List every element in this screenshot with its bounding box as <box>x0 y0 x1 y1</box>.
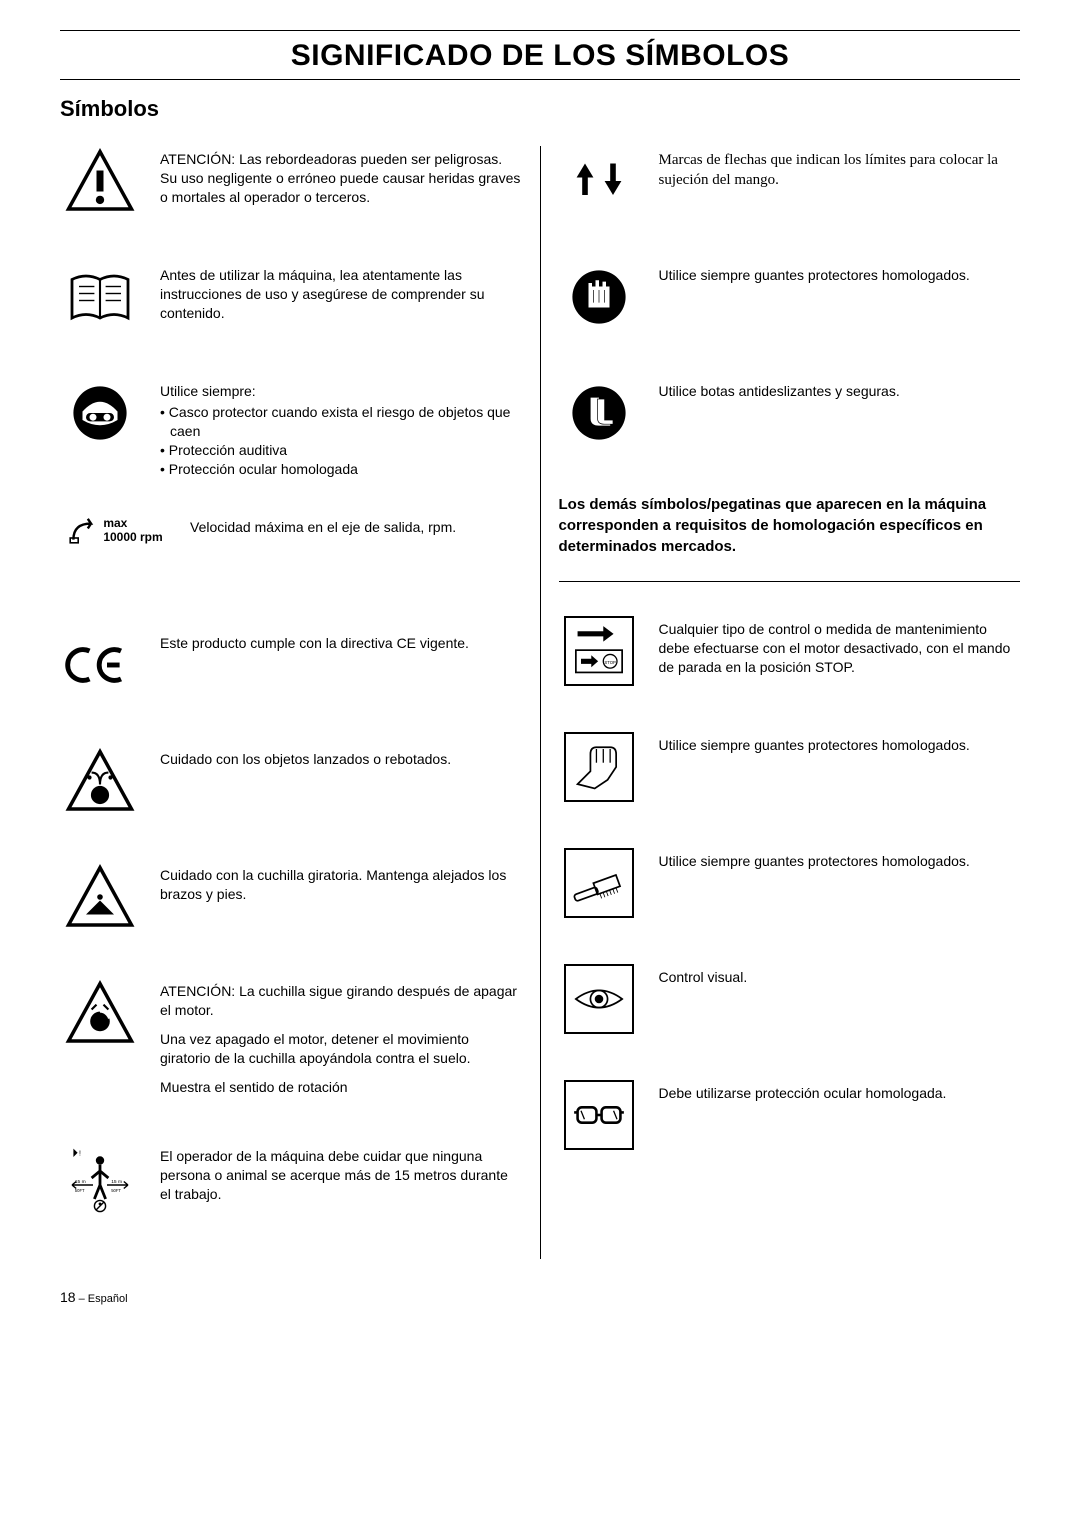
distance-15m-icon: ! 15 m 15 m 50FT 50FT <box>60 1143 140 1213</box>
symbol-text: Cualquier tipo de control o medida de ma… <box>659 616 1021 677</box>
symbol-text: Velocidad máxima en el eje de salida, rp… <box>190 514 456 537</box>
symbol-row: ! 15 m 15 m 50FT 50FT El operador de la máqu… <box>60 1143 522 1223</box>
symbol-text: Utilice siempre guantes protectores homo… <box>659 262 970 285</box>
rpm-icon: max 10000 rpm <box>60 514 170 546</box>
bullet-item: Protección ocular homologada <box>160 460 522 479</box>
bullet-item: Casco protector cuando exista el riesgo … <box>160 403 522 441</box>
bold-note: Los demás símbolos/pegatinas que aparece… <box>559 494 1021 557</box>
page-title: SIGNIFICADO DE LOS SÍMBOLOS <box>60 39 1020 80</box>
footer-language: – Español <box>76 1293 128 1305</box>
symbol-row: Cuidado con los objetos lanzados o rebot… <box>60 746 522 826</box>
intro-text: Utilice siempre: <box>160 382 522 401</box>
svg-text:!: ! <box>79 1151 81 1158</box>
manual-book-icon <box>60 262 140 332</box>
para: Muestra el sentido de rotación <box>160 1078 522 1097</box>
symbol-row: ATENCIÓN: La cuchilla sigue girando desp… <box>60 978 522 1106</box>
svg-text:STOP: STOP <box>604 660 616 665</box>
para: Una vez apagado el motor, detener el mov… <box>160 1030 522 1068</box>
para: ATENCIÓN: La cuchilla sigue girando desp… <box>160 982 522 1020</box>
right-column: Marcas de flechas que indican los límite… <box>540 146 1021 1259</box>
symbol-row: Utilice siempre guantes protectores homo… <box>559 262 1021 342</box>
rpm-value-label: 10000 rpm <box>103 530 162 544</box>
rpm-max-label: max <box>103 516 162 530</box>
symbol-text: Utilice siempre guantes protectores homo… <box>659 848 970 871</box>
symbol-row: Utilice botas antideslizantes y seguras. <box>559 378 1021 458</box>
content-columns: ATENCIÓN: Las rebordeadoras pueden ser p… <box>60 146 1020 1259</box>
glove-hand-icon <box>559 732 639 802</box>
blade-after-off-icon <box>60 978 140 1048</box>
arrows-up-down-icon <box>559 146 639 216</box>
symbol-row: Utilice siempre guantes protectores homo… <box>559 848 1021 928</box>
gloves-circle-icon <box>559 262 639 332</box>
page-number: 18 <box>60 1289 76 1305</box>
svg-text:15 m: 15 m <box>111 1179 122 1185</box>
goggles-icon <box>559 1080 639 1150</box>
bullet-item: Protección auditiva <box>160 441 522 460</box>
divider <box>559 581 1021 582</box>
boots-circle-icon <box>559 378 639 448</box>
eye-icon <box>559 964 639 1034</box>
symbol-text: Utilice botas antideslizantes y seguras. <box>659 378 900 401</box>
symbol-text: Marcas de flechas que indican los límite… <box>659 146 1021 191</box>
symbol-text: Debe utilizarse protección ocular homolo… <box>659 1080 947 1103</box>
symbol-row: ATENCIÓN: Las rebordeadoras pueden ser p… <box>60 146 522 226</box>
symbol-text: El operador de la máquina debe cuidar qu… <box>160 1143 522 1204</box>
symbol-row: Marcas de flechas que indican los límite… <box>559 146 1021 226</box>
warning-triangle-icon <box>60 146 140 216</box>
bullet-list: Casco protector cuando exista el riesgo … <box>160 403 522 479</box>
symbol-text: Este producto cumple con la directiva CE… <box>160 630 469 653</box>
svg-text:50FT: 50FT <box>75 1188 85 1193</box>
stop-control-icon: STOP <box>559 616 639 686</box>
rotating-blade-icon <box>60 862 140 932</box>
symbol-text: Utilice siempre: Casco protector cuando … <box>160 378 522 478</box>
symbol-text: Cuidado con los objetos lanzados o rebot… <box>160 746 451 769</box>
page-subtitle: Símbolos <box>60 96 1020 122</box>
symbol-text: ATENCIÓN: La cuchilla sigue girando desp… <box>160 978 522 1106</box>
symbol-row: Antes de utilizar la máquina, lea atenta… <box>60 262 522 342</box>
brush-icon <box>559 848 639 918</box>
symbol-row: Utilice siempre guantes protectores homo… <box>559 732 1021 812</box>
symbol-row: Utilice siempre: Casco protector cuando … <box>60 378 522 478</box>
symbol-text: Antes de utilizar la máquina, lea atenta… <box>160 262 522 323</box>
symbol-row: STOP Cualquier tipo de control o medida … <box>559 616 1021 696</box>
svg-text:50FT: 50FT <box>111 1188 121 1193</box>
thrown-objects-icon <box>60 746 140 816</box>
symbol-text: Cuidado con la cuchilla giratoria. Mante… <box>160 862 522 904</box>
svg-text:15 m: 15 m <box>75 1179 86 1185</box>
symbol-row: Debe utilizarse protección ocular homolo… <box>559 1080 1021 1160</box>
symbol-row: Este producto cumple con la directiva CE… <box>60 630 522 710</box>
page-footer: 18 – Español <box>60 1289 1020 1305</box>
left-column: ATENCIÓN: Las rebordeadoras pueden ser p… <box>60 146 540 1259</box>
ce-mark-icon <box>60 630 140 700</box>
symbol-text: Utilice siempre guantes protectores homo… <box>659 732 970 755</box>
symbol-row: Control visual. <box>559 964 1021 1044</box>
symbol-row: Cuidado con la cuchilla giratoria. Mante… <box>60 862 522 942</box>
symbol-text: Control visual. <box>659 964 748 987</box>
helmet-goggles-icon <box>60 378 140 448</box>
symbol-row: max 10000 rpm Velocidad máxima en el eje… <box>60 514 522 594</box>
symbol-text: ATENCIÓN: Las rebordeadoras pueden ser p… <box>160 146 522 207</box>
